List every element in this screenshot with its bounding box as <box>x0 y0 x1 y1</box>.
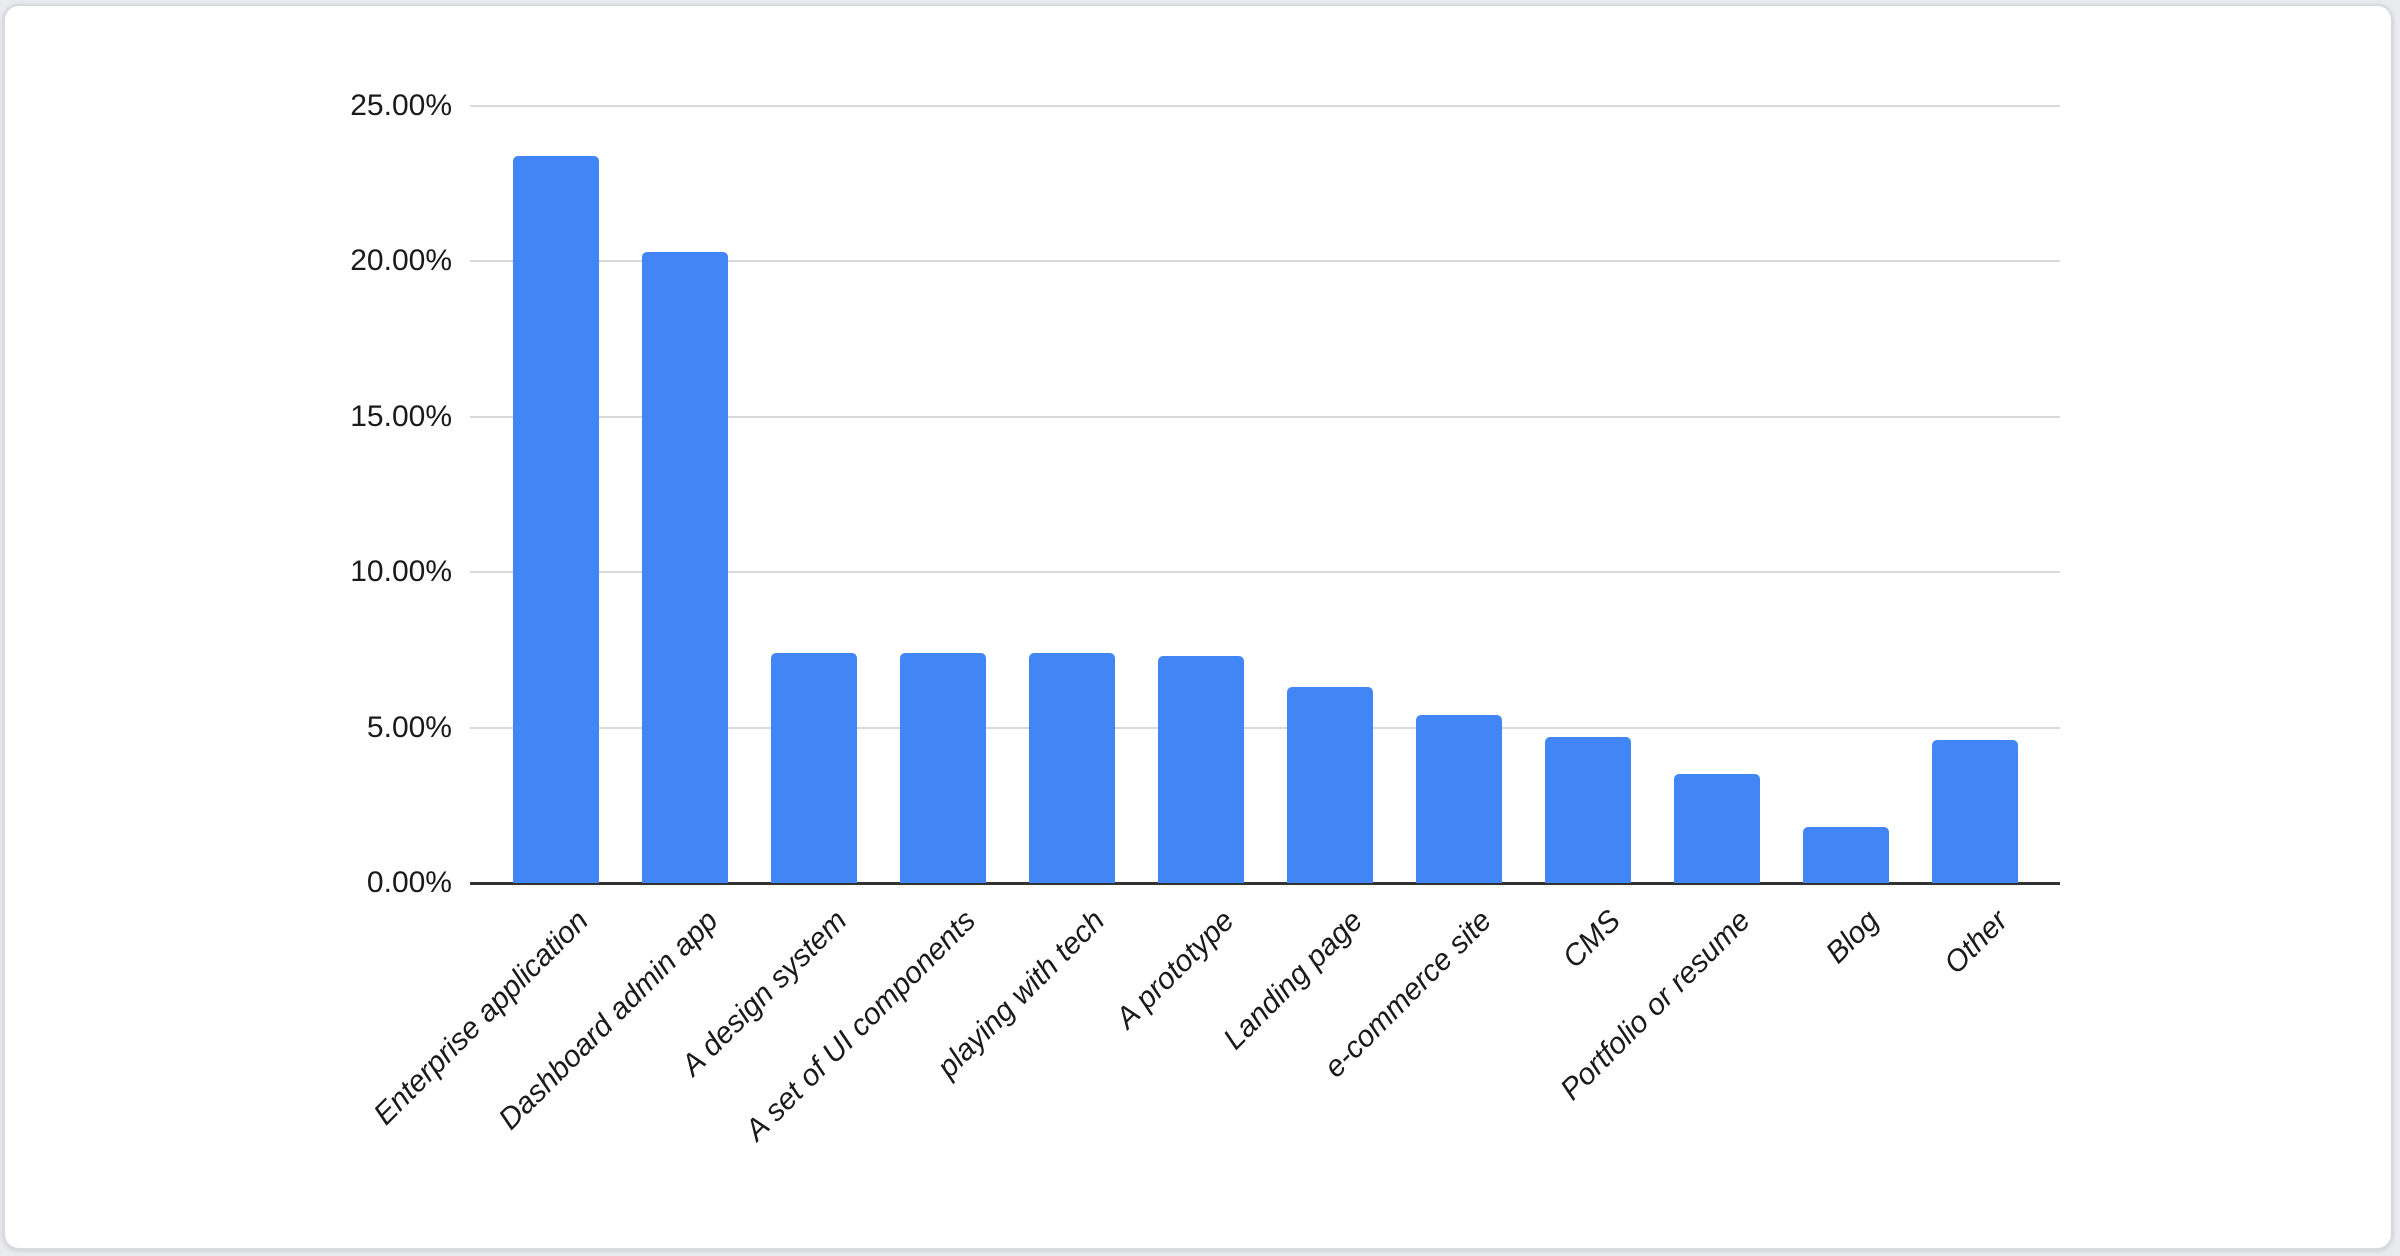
x-axis-category-label: A set of UI components <box>739 904 983 1148</box>
bar[interactable] <box>513 155 599 883</box>
gridline <box>470 726 2060 729</box>
y-axis-tick-label: 10.00% <box>350 555 452 589</box>
gridline <box>470 105 2060 107</box>
bar[interactable] <box>642 252 728 883</box>
bar[interactable] <box>771 653 857 883</box>
x-axis-category-label: Enterprise application <box>367 904 596 1132</box>
gridline <box>470 571 2060 574</box>
x-axis-category-label: Other <box>1937 904 2015 981</box>
bar[interactable] <box>1158 656 1244 883</box>
bar[interactable] <box>1545 736 1631 883</box>
x-axis-category-label: CMS <box>1556 904 1628 975</box>
bar[interactable] <box>1674 774 1760 883</box>
x-axis-category-label: A prototype <box>1109 904 1241 1036</box>
bar[interactable] <box>1932 740 2018 883</box>
y-axis-tick-label: 25.00% <box>350 89 452 122</box>
y-axis-tick-label: 15.00% <box>350 399 452 433</box>
gridline <box>470 260 2060 263</box>
bar[interactable] <box>1803 827 1889 883</box>
y-axis-tick-label: 20.00% <box>350 244 452 278</box>
x-axis-category-label: Blog <box>1819 904 1886 970</box>
chart-card <box>3 4 2393 1250</box>
bar[interactable] <box>1416 715 1502 883</box>
bar[interactable] <box>1287 687 1373 883</box>
bar[interactable] <box>900 653 986 883</box>
gridline <box>470 415 2060 418</box>
x-axis-line <box>470 881 2060 885</box>
y-axis-tick-label: 5.00% <box>366 710 452 744</box>
bar[interactable] <box>1029 653 1115 883</box>
x-axis-category-label: Dashboard admin app <box>492 904 725 1137</box>
y-axis-tick-label: 0.00% <box>366 866 452 899</box>
